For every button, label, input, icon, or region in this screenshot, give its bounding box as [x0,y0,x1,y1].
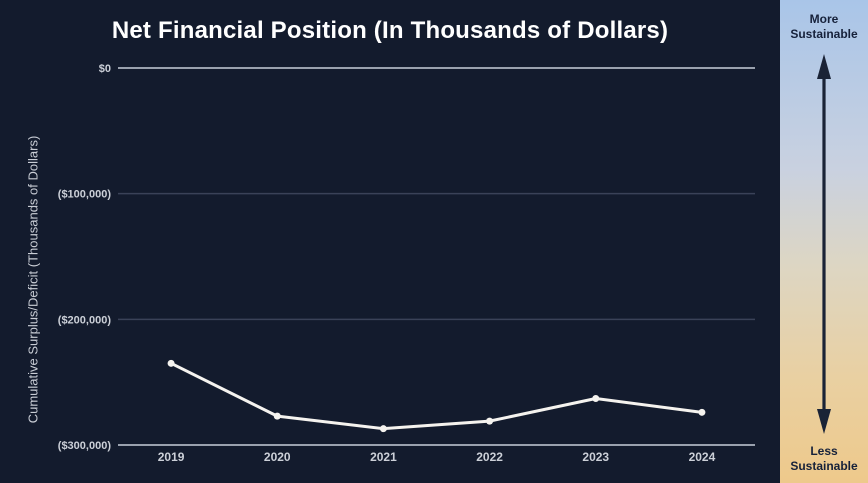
x-tick-label: 2020 [264,450,291,464]
double-headed-vertical-arrow-icon [817,54,831,434]
data-point[interactable] [379,425,387,433]
x-tick-label: 2019 [158,450,185,464]
chart-panel: $0 ($100,000) ($200,000) ($300,000) 2019 2020… [25,17,755,464]
data-point[interactable] [167,359,175,367]
data-point[interactable] [273,412,281,420]
x-tick-label: 2024 [689,450,716,464]
x-tick-label: 2022 [476,450,503,464]
more-sustainable-label: More Sustainable [790,12,858,41]
sustainability-scale-sidebar: More Sustainable Less Sustainable [780,0,868,483]
chart-title: Net Financial Position (In Thousands of … [111,17,669,44]
down-arrowhead-icon [817,409,831,434]
less-sustainable-label: Less Sustainable [790,444,858,473]
y-tick-label: ($200,000) [58,314,112,326]
data-point[interactable] [698,408,706,416]
series-line [169,361,704,431]
data-point[interactable] [486,417,494,425]
y-tick-label: ($100,000) [58,189,112,201]
y-tick-label: ($300,000) [58,440,112,452]
x-tick-label: 2023 [582,450,609,464]
y-axis-title: Cumulative Surplus/Deficit (Thousands of… [25,135,41,424]
y-tick-label: $0 [99,63,111,75]
x-tick-label: 2021 [370,450,397,464]
up-arrowhead-icon [817,54,831,79]
line-chart: $0 ($100,000) ($200,000) ($300,000) 2019 2020… [58,63,755,464]
data-point[interactable] [592,395,600,403]
